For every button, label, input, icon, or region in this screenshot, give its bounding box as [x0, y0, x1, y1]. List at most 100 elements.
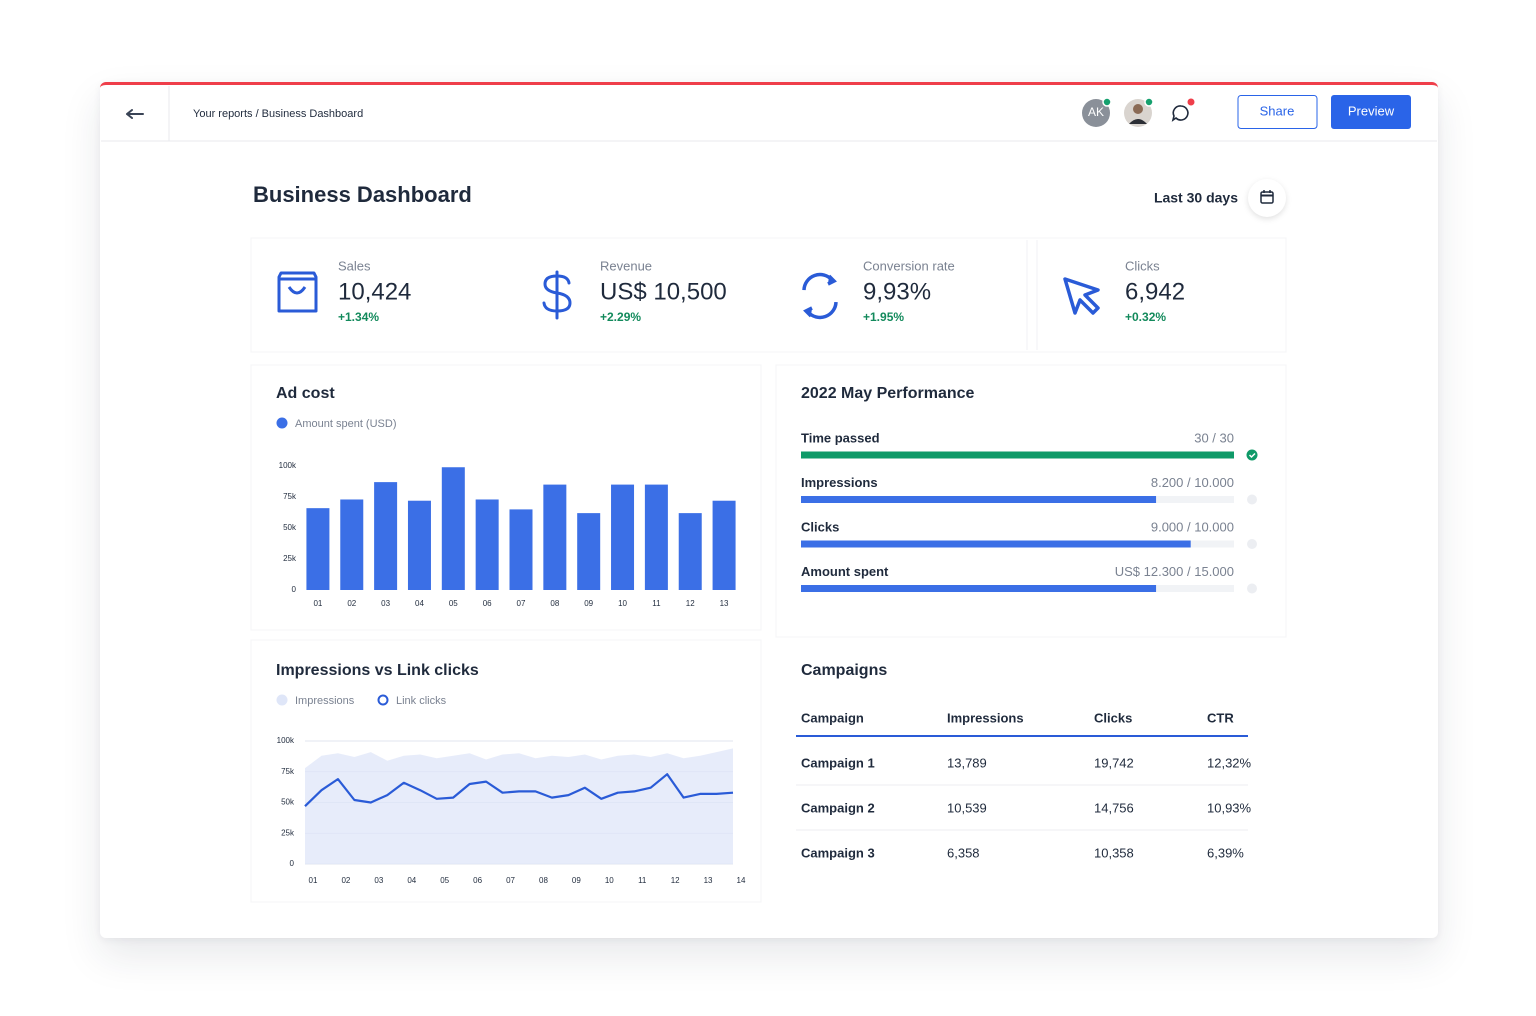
campaigns-title: Campaigns [801, 662, 887, 679]
bar [611, 484, 635, 590]
kpi-value: 10,424 [338, 278, 411, 305]
clicks-icon [1063, 277, 1100, 315]
progress-bar [801, 540, 1191, 548]
impressions-title: Impressions vs Link clicks [276, 662, 479, 679]
kpi-value: 9,93% [863, 278, 931, 305]
back-button[interactable] [126, 109, 144, 119]
avatar-initials: AK [1088, 105, 1104, 119]
table-cell: 14,756 [1094, 800, 1134, 815]
x-tick-label: 10 [618, 599, 627, 608]
date-range[interactable]: Last 30 days [1154, 190, 1238, 206]
x-tick-label: 06 [473, 876, 482, 885]
y-tick-label: 100k [279, 461, 297, 470]
x-tick-label: 01 [309, 876, 318, 885]
x-tick-label: 14 [737, 876, 746, 885]
comments-button[interactable] [1171, 98, 1195, 122]
share-button[interactable] [1237, 95, 1318, 129]
performance-title: 2022 May Performance [801, 385, 975, 402]
kpi-value: 6,942 [1125, 278, 1185, 305]
table-cell: 19,742 [1094, 755, 1134, 770]
ad-cost-title: Ad cost [276, 385, 335, 402]
table-header: CTR [1207, 710, 1234, 725]
bar [678, 513, 702, 590]
table-cell: 6,358 [947, 845, 980, 860]
x-tick-label: 11 [652, 599, 661, 608]
y-tick-label: 0 [292, 585, 297, 594]
status-dot [1144, 97, 1154, 107]
y-tick-label: 25k [283, 554, 297, 563]
impressions-panel [250, 639, 762, 903]
complete-check [1248, 452, 1256, 459]
x-tick-label: 09 [572, 876, 581, 885]
table-header: Clicks [1094, 710, 1132, 725]
legend-label: Amount spent (USD) [295, 418, 396, 430]
kpi-label: Clicks [1125, 258, 1160, 273]
ad-cost-panel [250, 364, 762, 631]
progress-name: Time passed [801, 430, 880, 445]
y-tick-label: 100k [277, 736, 295, 745]
bar [475, 499, 499, 590]
y-tick-label: 50k [281, 798, 295, 807]
table-cell: 10,539 [947, 800, 987, 815]
pending-icon [1247, 494, 1257, 505]
x-tick-label: 12 [671, 876, 680, 885]
performance-panel [775, 364, 1287, 638]
table-header: Impressions [947, 710, 1024, 725]
x-tick-label: 06 [483, 599, 492, 608]
x-tick-label: 12 [686, 599, 695, 608]
progress-bar [801, 585, 1157, 592]
x-tick-label: 05 [449, 599, 458, 608]
table-cell: 13,789 [947, 755, 987, 770]
sales-icon [277, 271, 318, 313]
bar [407, 500, 431, 590]
preview-button[interactable] [1331, 95, 1411, 129]
calendar-button[interactable] [1248, 179, 1286, 217]
x-tick-label: 08 [539, 876, 548, 885]
x-tick-label: 11 [638, 876, 647, 885]
x-tick-label: 13 [704, 876, 713, 885]
progress-name: Clicks [801, 519, 839, 534]
x-tick-label: 02 [347, 599, 356, 608]
x-tick-label: 04 [415, 599, 424, 608]
x-tick-label: 09 [584, 599, 593, 608]
table-cell: Campaign 2 [801, 800, 875, 815]
x-tick-label: 13 [720, 599, 729, 608]
breadcrumb[interactable]: Your reports / Business Dashboard [193, 108, 363, 120]
avatar-photo-head [1133, 104, 1143, 114]
x-tick-label: 08 [550, 599, 559, 608]
progress-bar [801, 451, 1234, 459]
x-tick-label: 07 [517, 599, 526, 608]
avatar[interactable] [1082, 99, 1110, 127]
progress-label: 9.000 / 10.000 [1151, 519, 1234, 534]
y-tick-label: 75k [283, 492, 297, 501]
x-tick-label: 01 [313, 599, 322, 608]
bar [712, 500, 736, 590]
table-cell: Campaign 1 [801, 755, 875, 770]
kpi-label: Conversion rate [863, 258, 955, 273]
bar [374, 482, 398, 590]
legend-swatch [276, 417, 288, 429]
status-dot [1102, 97, 1112, 107]
progress-name: Impressions [801, 475, 878, 490]
pending-icon [1247, 583, 1257, 594]
complete-icon [1246, 449, 1258, 461]
bar [543, 484, 567, 590]
table-cell: 10,93% [1207, 800, 1252, 815]
dashboard-title: Business Dashboard [253, 182, 472, 207]
y-tick-label: 50k [283, 523, 297, 532]
x-tick-label: 02 [341, 876, 350, 885]
bar [441, 467, 465, 590]
y-tick-label: 75k [281, 767, 295, 776]
progress-label: US$ 12.300 / 15.000 [1115, 564, 1234, 579]
x-tick-label: 03 [374, 876, 383, 885]
table-cell: Campaign 3 [801, 845, 875, 860]
kpi-label: Sales [338, 258, 371, 273]
conversion-icon [802, 272, 838, 320]
bar [306, 508, 330, 590]
table-cell: 12,32% [1207, 755, 1252, 770]
avatar-photo-body [1129, 119, 1147, 124]
impressions-area [305, 748, 733, 864]
progress-label: 30 / 30 [1194, 430, 1234, 445]
